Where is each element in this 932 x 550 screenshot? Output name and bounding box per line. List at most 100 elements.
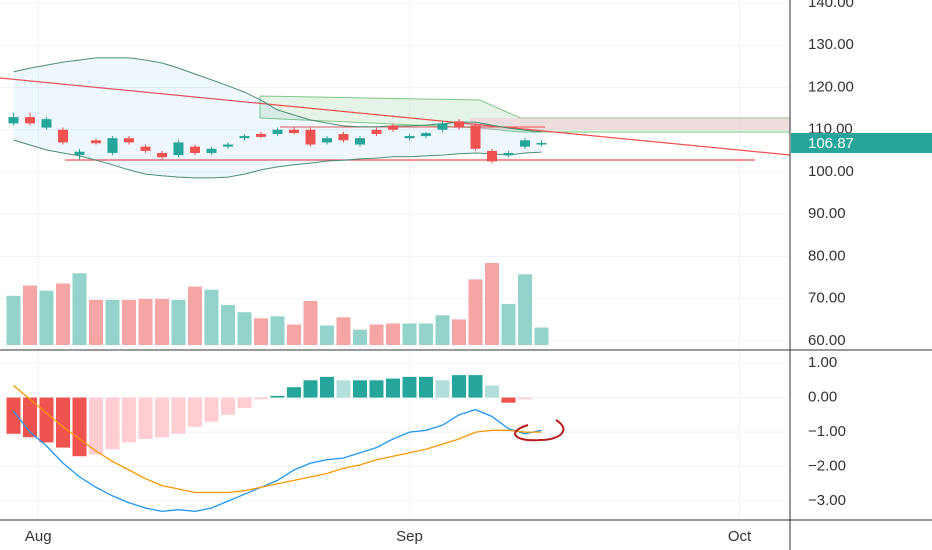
- y-tick-label: 90.00: [808, 205, 846, 222]
- histogram-bar: [518, 397, 533, 400]
- trend-line: [0, 77, 791, 156]
- histogram-bar: [303, 380, 318, 398]
- candle-body: [371, 129, 382, 134]
- candle-body: [74, 151, 85, 156]
- y-tick-label: −1.00: [808, 423, 846, 440]
- volume-bar: [22, 285, 37, 345]
- histogram-bar: [485, 385, 500, 398]
- histogram-bar: [501, 397, 516, 403]
- candle-body: [57, 129, 68, 143]
- volume-bar: [6, 295, 21, 345]
- volume-bar: [419, 323, 434, 345]
- y-tick-label: 80.00: [808, 247, 846, 264]
- candle-body: [470, 125, 481, 149]
- candle-body: [520, 140, 531, 147]
- y-tick-label: −2.00: [808, 458, 846, 475]
- histogram-bar: [154, 397, 169, 438]
- histogram-bar: [221, 397, 236, 415]
- volume-bar: [154, 298, 169, 345]
- histogram-bar: [419, 376, 434, 398]
- x-tick-label: Sep: [396, 528, 423, 545]
- histogram-bar: [171, 397, 186, 434]
- volume-bar: [303, 300, 318, 345]
- candle-body: [156, 152, 167, 158]
- y-tick-label: 140.00: [808, 0, 854, 11]
- volume-bar: [336, 317, 351, 345]
- histogram-bar: [204, 397, 219, 422]
- x-tick-label: Aug: [25, 528, 52, 545]
- volume-bar: [534, 327, 549, 345]
- y-tick-label: 130.00: [808, 36, 854, 53]
- histogram-bar: [336, 380, 351, 398]
- candle-body: [107, 138, 118, 153]
- y-tick-label: 100.00: [808, 163, 854, 180]
- candle-body: [338, 133, 349, 141]
- volume-bar: [55, 283, 70, 345]
- histogram-bar: [468, 375, 483, 398]
- volume-bar: [435, 315, 450, 345]
- candle-body: [404, 136, 415, 139]
- volume-bar: [188, 286, 203, 345]
- candle-body: [206, 148, 217, 153]
- candle-body: [289, 129, 300, 134]
- histogram-bar: [105, 397, 120, 450]
- volume-bar: [501, 304, 516, 345]
- candle-body: [223, 144, 234, 147]
- histogram-bar: [287, 387, 302, 398]
- candle-body: [256, 133, 267, 137]
- volume-bar: [72, 273, 87, 345]
- cloud: [470, 118, 790, 130]
- volume-bar: [353, 329, 368, 345]
- histogram-bar: [138, 397, 153, 439]
- histogram-bar: [270, 395, 285, 398]
- histogram-bar: [386, 378, 401, 398]
- histogram-bar: [72, 397, 87, 457]
- volume-bar: [270, 316, 285, 345]
- candle-body: [322, 138, 333, 143]
- candle-body: [355, 138, 366, 145]
- candle-body: [24, 117, 35, 124]
- volume-bar: [452, 319, 467, 345]
- volume-bar: [221, 305, 236, 345]
- macd-line: [12, 408, 542, 513]
- candle-body: [421, 133, 432, 137]
- candle-body: [454, 121, 465, 128]
- candle-body: [239, 136, 250, 139]
- histogram-bar: [55, 397, 70, 448]
- axes: 140.00130.00120.00110.00100.0090.0080.00…: [25, 0, 932, 545]
- histogram-bar: [237, 397, 252, 408]
- volume-bar: [39, 290, 54, 345]
- volume-bar: [204, 289, 219, 345]
- candle-body: [437, 123, 448, 130]
- y-tick-label: 70.00: [808, 290, 846, 307]
- volume-bar: [105, 299, 120, 345]
- x-tick-label: Oct: [728, 528, 752, 545]
- candle-body: [388, 125, 399, 130]
- candle-body: [123, 138, 134, 143]
- candle-body: [272, 129, 283, 134]
- candle-body: [487, 150, 498, 162]
- candle-body: [173, 142, 184, 156]
- histogram-bar: [320, 376, 335, 398]
- volume-bar: [518, 274, 533, 345]
- price-tag-label: 106.87: [808, 135, 854, 152]
- volume-bar: [402, 323, 417, 345]
- volume-bar: [485, 263, 500, 345]
- histogram-bar: [88, 397, 103, 455]
- price-tag: [791, 132, 932, 153]
- volume-bar: [320, 325, 335, 345]
- y-tick-label: 60.00: [808, 332, 846, 349]
- candle-body: [90, 140, 101, 144]
- histogram-bar: [254, 397, 269, 400]
- plot: [6, 57, 549, 513]
- y-tick-label: 1.00: [808, 354, 837, 371]
- histogram-bar: [452, 375, 467, 398]
- volume-bar: [121, 299, 136, 345]
- histogram-bar: [402, 376, 417, 398]
- y-tick-label: −3.00: [808, 492, 846, 509]
- histogram-bar: [39, 397, 54, 443]
- candle-body: [503, 152, 514, 156]
